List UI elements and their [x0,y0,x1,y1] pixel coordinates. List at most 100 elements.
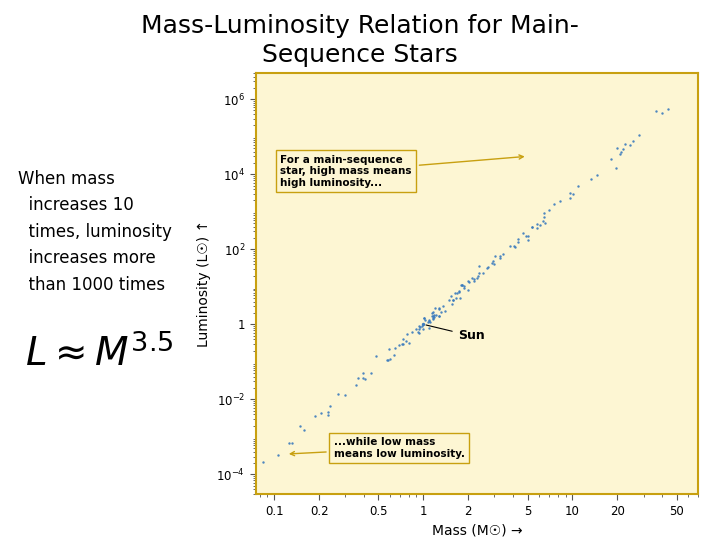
Point [382,356,394,364]
Point [477,268,489,277]
Point [518,229,529,238]
Point [564,188,576,197]
Point [284,439,295,448]
Point [352,374,364,383]
Point [494,252,505,261]
Text: ...while low mass
means low luminosity.: ...while low mass means low luminosity. [290,437,464,459]
Point [428,310,440,319]
Point [458,284,469,292]
Point [498,249,509,258]
Point [534,221,546,230]
Point [406,328,418,336]
Point [382,355,393,364]
Point [520,232,531,240]
Point [462,277,474,286]
Point [397,339,408,348]
Point [415,322,426,331]
Point [539,218,551,227]
Point [456,281,467,289]
Point [548,199,559,208]
Point [526,222,538,231]
Point [451,288,462,297]
Point [538,209,549,218]
Point [585,175,596,184]
Point [454,294,465,302]
Point [417,325,428,334]
Point [418,320,429,329]
Point [427,307,438,316]
Text: Mass-Luminosity Relation for Main-
Sequence Stars: Mass-Luminosity Relation for Main- Seque… [141,14,579,67]
Point [424,318,436,327]
Point [410,325,421,333]
Point [423,315,434,324]
Point [522,231,534,240]
Point [423,324,434,333]
Point [508,241,520,250]
Point [428,313,440,321]
Point [413,321,425,330]
Point [462,286,474,294]
Point [413,327,424,336]
Point [429,303,441,312]
Point [592,171,603,180]
Point [474,262,485,271]
Point [610,164,621,172]
Point [447,295,459,304]
Point [359,375,371,383]
Point [388,351,400,360]
Point [413,325,425,334]
Point [662,105,674,113]
Point [433,312,444,321]
Point [453,286,464,295]
Point [467,274,478,282]
Point [624,140,636,149]
Point [443,295,454,304]
Point [468,275,480,284]
Point [400,336,411,345]
Point [509,242,521,251]
Point [419,316,431,325]
Point [543,205,554,214]
Text: When mass
  increases 10
  times, luminosity
  increases more
  than 1000 times: When mass increases 10 times, luminosity… [18,170,172,294]
Point [487,256,498,265]
Point [416,322,428,330]
Point [450,294,462,302]
Point [628,137,639,145]
Point [469,276,480,285]
Point [357,374,369,383]
Point [423,317,435,326]
Point [322,410,333,419]
Point [490,252,501,260]
Point [384,355,396,364]
Point [419,314,431,323]
Point [426,311,438,320]
Point [272,450,284,459]
Point [397,340,408,349]
Point [403,339,415,348]
Point [606,154,617,163]
Point [456,280,467,289]
Point [433,311,444,320]
Point [351,380,362,389]
Point [482,263,494,272]
Point [323,408,334,417]
Point [487,259,498,267]
Point [433,305,444,313]
Point [299,426,310,434]
Point [539,213,550,222]
Point [310,412,321,421]
Point [435,308,446,316]
Point [430,310,441,319]
Point [413,329,425,338]
Point [564,194,576,202]
Point [426,309,438,318]
Point [371,351,382,360]
Point [616,147,627,156]
Point [365,368,377,377]
Point [401,329,413,338]
Point [446,300,458,308]
Point [617,145,629,153]
Point [437,302,449,310]
Point [472,274,483,282]
Point [504,242,516,251]
